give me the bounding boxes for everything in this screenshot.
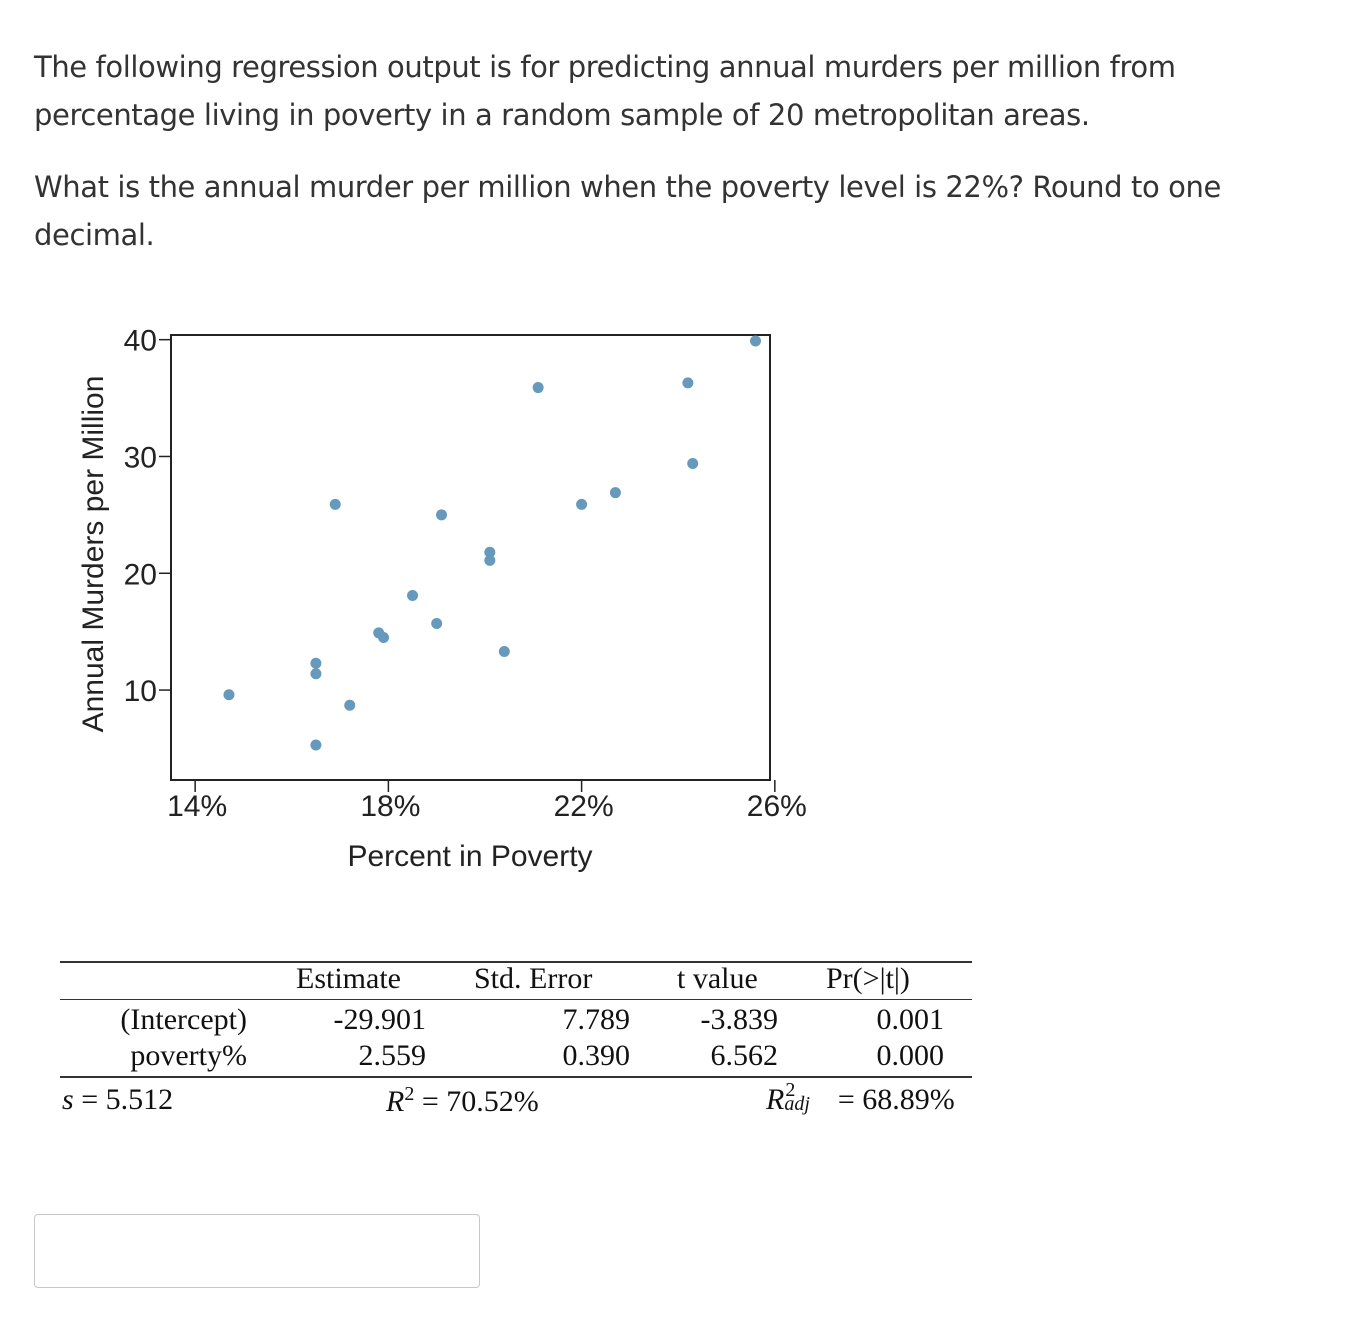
data-point [532, 382, 544, 394]
footer-r-squared-adj: R 2 adj = 68.89% [766, 1079, 955, 1117]
regression-table: Estimate Std. Error t value Pr(>|t|) (In… [60, 955, 990, 1135]
data-point [682, 377, 694, 389]
header-std-error: Std. Error [474, 962, 593, 995]
x-axis-label: Percent in Poverty [347, 840, 592, 873]
row-intercept-t-value: -3.839 [700, 1003, 779, 1036]
row-intercept-p-value: 0.001 [876, 1003, 945, 1036]
row-poverty-label: poverty% [130, 1039, 247, 1072]
data-point [378, 632, 390, 644]
data-point [687, 457, 699, 469]
r2adj-superscript: 2 [785, 1079, 796, 1101]
row-poverty-estimate: 2.559 [358, 1039, 427, 1072]
row-intercept-std-error: 7.789 [562, 1003, 631, 1036]
y-axis-label: Annual Murders per Million [77, 376, 110, 733]
row-poverty-p-value: 0.000 [876, 1039, 945, 1072]
y-tick-label: 10 [124, 675, 157, 708]
s-symbol: s [62, 1083, 74, 1116]
data-point [407, 589, 419, 601]
data-point [484, 546, 496, 558]
row-poverty-t-value: 6.562 [710, 1039, 779, 1072]
question-intro: The following regression output is for p… [34, 50, 1176, 132]
footer-r-squared: R2 = 70.52% [386, 1083, 539, 1119]
data-point [576, 498, 588, 510]
y-tick-label: 40 [124, 325, 157, 358]
r2-superscript: 2 [404, 1083, 415, 1105]
header-p-value: Pr(>|t|) [826, 962, 910, 995]
data-point [750, 335, 762, 347]
data-point [484, 554, 496, 566]
x-tick-label: 26% [747, 790, 807, 823]
r2adj-value: = 68.89% [837, 1083, 955, 1116]
answer-input[interactable] [34, 1214, 480, 1288]
header-estimate: Estimate [296, 962, 401, 995]
r2-value: = 70.52% [421, 1085, 539, 1118]
r2adj-subscript: adj [784, 1093, 810, 1115]
data-point [609, 487, 621, 499]
header-t-value: t value [677, 962, 758, 995]
row-intercept-estimate: -29.901 [333, 1003, 427, 1036]
data-point [329, 498, 341, 510]
x-tick-label: 14% [167, 790, 227, 823]
data-point [436, 509, 448, 521]
footer-s: s = 5.512 [62, 1083, 173, 1117]
row-intercept-label: (Intercept) [120, 1003, 247, 1036]
data-point [310, 657, 322, 669]
plot-frame [170, 334, 771, 781]
data-point [344, 699, 356, 711]
r2-symbol: R [386, 1085, 405, 1118]
table-body-rule [60, 1076, 972, 1078]
question-prompt: What is the annual murder per million wh… [34, 170, 1221, 252]
row-poverty-std-error: 0.390 [562, 1039, 631, 1072]
x-tick-label: 22% [554, 790, 614, 823]
data-point [223, 689, 235, 701]
data-point [498, 646, 510, 658]
data-point [431, 617, 443, 629]
x-tick-label: 18% [360, 790, 420, 823]
table-header-rule [60, 999, 972, 1000]
r2adj-symbol: R [766, 1083, 785, 1116]
s-value: = 5.512 [81, 1083, 174, 1116]
data-point [310, 668, 322, 680]
data-point [310, 739, 322, 751]
y-tick-label: 30 [124, 441, 157, 474]
y-tick-label: 20 [124, 558, 157, 591]
table-top-rule [60, 961, 972, 963]
